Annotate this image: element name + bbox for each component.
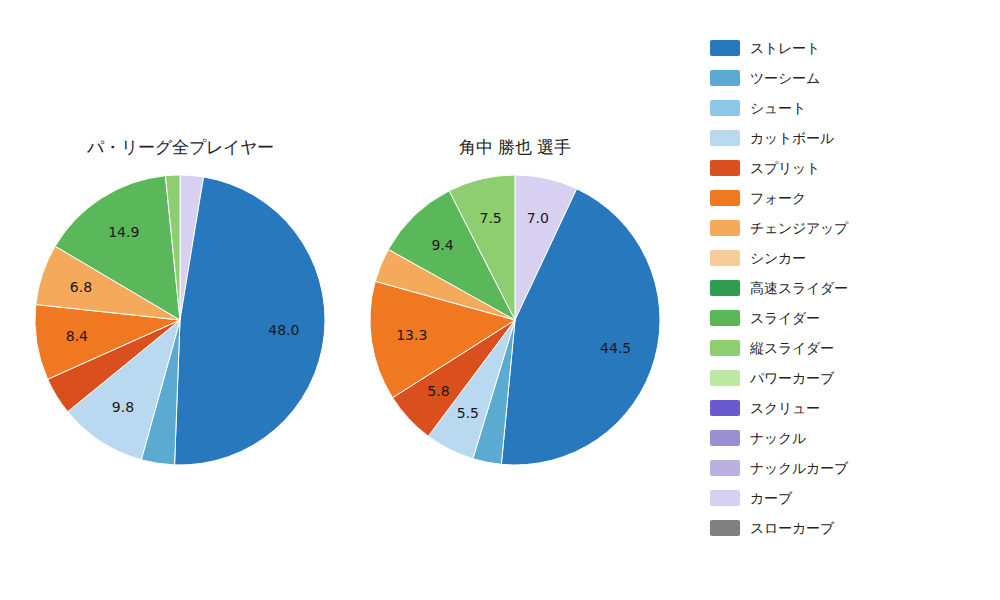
pie-slice: [449, 175, 515, 320]
data-label: 7.5: [479, 210, 501, 226]
pie-slice: [55, 176, 180, 320]
legend-swatch: [710, 370, 740, 386]
legend-swatch: [710, 130, 740, 146]
pie: 角中 勝也 選手: [370, 137, 660, 465]
pie-slice: [175, 177, 325, 465]
legend-swatch: [710, 310, 740, 326]
legend-label: シュート: [750, 100, 806, 116]
data-label: 9.4: [431, 237, 453, 253]
data-label: 9.8: [112, 399, 134, 415]
data-label: 14.9: [108, 224, 139, 240]
legend-swatch: [710, 280, 740, 296]
data-label: 44.5: [600, 340, 631, 356]
legend-swatch: [710, 460, 740, 476]
legend-swatch: [710, 40, 740, 56]
legend-swatch: [710, 490, 740, 506]
data-labels: 7.0 44.5 5.5 5.8 13.3 9.4 7.5: [396, 210, 631, 421]
data-label: 6.8: [70, 279, 92, 295]
legend-swatch: [710, 400, 740, 416]
legend-swatch: [710, 220, 740, 236]
legend-swatch: [710, 190, 740, 206]
pie: パ・リーグ全プレイヤー: [35, 137, 325, 465]
legend-label: スプリット: [750, 160, 820, 176]
legend-swatch: [710, 250, 740, 266]
data-labels: 48.0 9.8 8.4 6.8 14.9: [66, 224, 300, 415]
chart: パ・リーグ全プレイヤー 48.0 9.8 8.4 6.8 14.9 角中 勝也 選手 7.0 4…: [0, 0, 1000, 600]
data-label: 13.3: [396, 327, 427, 343]
data-label: 8.4: [66, 328, 88, 344]
legend: ストレートツーシームシュートカットボールスプリットフォークチェンジアップシンカー…: [710, 40, 849, 536]
legend-label: フォーク: [750, 190, 806, 206]
legend-swatch: [710, 160, 740, 176]
legend-label: カットボール: [750, 130, 834, 146]
data-label: 5.5: [457, 405, 479, 421]
legend-label: シンカー: [750, 250, 806, 266]
data-label: 48.0: [268, 322, 299, 338]
data-label: 7.0: [527, 210, 549, 226]
pie-title: パ・リーグ全プレイヤー: [86, 137, 274, 157]
data-label: 5.8: [427, 383, 449, 399]
pie-title: 角中 勝也 選手: [459, 137, 572, 157]
legend-label: スローカーブ: [750, 520, 835, 536]
legend-swatch: [710, 100, 740, 116]
legend-label: 高速スライダー: [750, 280, 848, 296]
legend-label: チェンジアップ: [750, 220, 849, 236]
legend-label: パワーカーブ: [749, 370, 835, 386]
legend-label: スクリュー: [750, 400, 820, 416]
legend-label: 縦スライダー: [749, 340, 834, 356]
legend-label: ナックル: [750, 430, 806, 446]
legend-label: スライダー: [750, 310, 820, 326]
legend-label: ツーシーム: [750, 70, 820, 86]
legend-label: ナックルカーブ: [750, 460, 849, 476]
legend-swatch: [710, 70, 740, 86]
legend-label: ストレート: [750, 40, 820, 56]
legend-swatch: [710, 520, 740, 536]
legend-swatch: [710, 430, 740, 446]
legend-swatch: [710, 340, 740, 356]
pie-slice: [501, 189, 660, 465]
pie-slice: [165, 175, 180, 320]
legend-label: カーブ: [750, 490, 793, 506]
